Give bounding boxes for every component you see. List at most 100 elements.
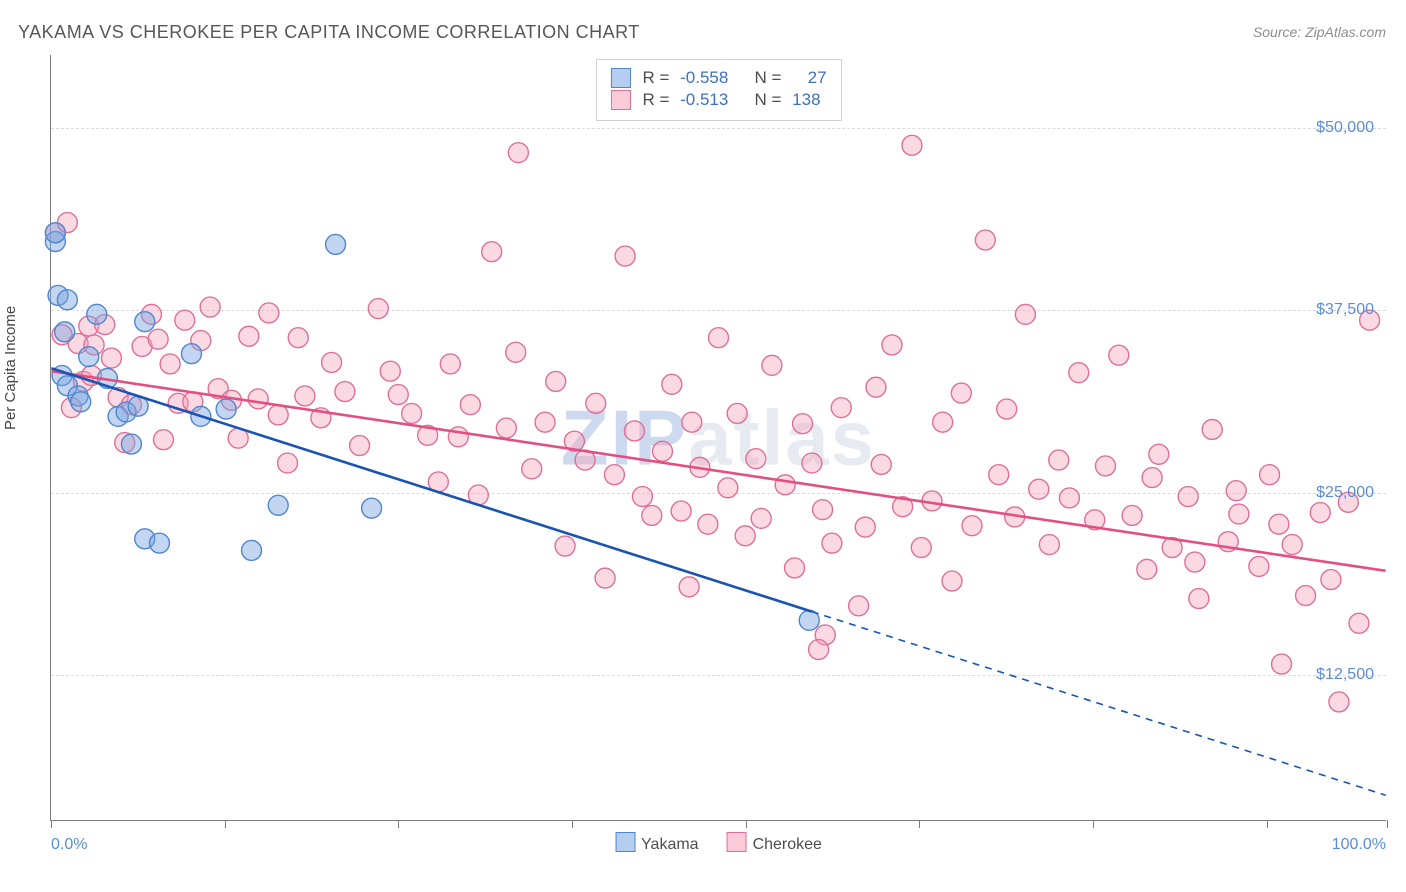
cherokee-point — [506, 342, 526, 362]
cherokee-point — [775, 475, 795, 495]
y-axis-label: Per Capita Income — [2, 306, 19, 430]
yakama-point — [71, 392, 91, 412]
cherokee-point — [727, 403, 747, 423]
r-value-cherokee: -0.513 — [680, 90, 728, 110]
yakama-point — [55, 322, 75, 342]
cherokee-point — [1249, 556, 1269, 576]
cherokee-point — [148, 329, 168, 349]
cherokee-point — [911, 538, 931, 558]
cherokee-point — [482, 242, 502, 262]
cherokee-point — [402, 403, 422, 423]
cherokee-point — [1296, 586, 1316, 606]
cherokee-point — [239, 326, 259, 346]
x-tick — [1267, 820, 1268, 828]
cherokee-point — [1185, 552, 1205, 572]
cherokee-point — [615, 246, 635, 266]
yakama-point — [57, 290, 77, 310]
legend-label-cherokee: Cherokee — [753, 836, 822, 853]
cherokee-point — [1321, 570, 1341, 590]
cherokee-point — [679, 577, 699, 597]
n-value-yakama: 27 — [808, 68, 827, 88]
cherokee-point — [822, 533, 842, 553]
n-value-cherokee: 138 — [792, 90, 820, 110]
cherokee-point — [632, 487, 652, 507]
cherokee-point — [248, 389, 268, 409]
plot-area: ZIPatlas R = -0.558 N = 27 R = -0.513 N … — [50, 55, 1386, 821]
chart-title: YAKAMA VS CHEROKEE PER CAPITA INCOME COR… — [18, 22, 640, 43]
legend-label-yakama: Yakama — [641, 836, 699, 853]
cherokee-point — [380, 361, 400, 381]
x-tick — [746, 820, 747, 828]
yakama-point — [181, 344, 201, 364]
plot-svg — [51, 55, 1386, 820]
cherokee-point — [1178, 487, 1198, 507]
yakama-point — [149, 533, 169, 553]
cherokee-point — [751, 508, 771, 528]
x-axis-min-label: 0.0% — [51, 836, 87, 854]
cherokee-point — [1226, 481, 1246, 501]
cherokee-point — [902, 135, 922, 155]
cherokee-point — [160, 354, 180, 374]
cherokee-point — [268, 405, 288, 425]
swatch-yakama-icon — [610, 68, 630, 88]
yakama-point — [79, 347, 99, 367]
cherokee-point — [1069, 363, 1089, 383]
cherokee-point — [295, 386, 315, 406]
cherokee-point — [942, 571, 962, 591]
r-prefix: R = — [642, 90, 674, 110]
cherokee-point — [555, 536, 575, 556]
yakama-point — [121, 434, 141, 454]
cherokee-point — [508, 143, 528, 163]
r-value-yakama: -0.558 — [680, 68, 728, 88]
cherokee-point — [762, 355, 782, 375]
trend-line-yakama — [51, 368, 812, 611]
cherokee-point — [1039, 535, 1059, 555]
cherokee-point — [1122, 505, 1142, 525]
cherokee-point — [1137, 559, 1157, 579]
cherokee-point — [855, 517, 875, 537]
cherokee-point — [350, 436, 370, 456]
cherokee-point — [831, 398, 851, 418]
cherokee-point — [1329, 692, 1349, 712]
cherokee-point — [1049, 450, 1069, 470]
cherokee-point — [153, 430, 173, 450]
correlation-legend: R = -0.558 N = 27 R = -0.513 N = 138 — [595, 59, 841, 121]
x-tick — [919, 820, 920, 828]
x-axis-max-label: 100.0% — [1332, 836, 1386, 854]
legend-row-cherokee: R = -0.513 N = 138 — [610, 90, 826, 110]
swatch-cherokee-icon — [727, 832, 747, 852]
x-tick — [1387, 820, 1388, 828]
cherokee-point — [1349, 613, 1369, 633]
cherokee-point — [595, 568, 615, 588]
cherokee-point — [1229, 504, 1249, 524]
cherokee-point — [368, 299, 388, 319]
cherokee-point — [288, 328, 308, 348]
cherokee-point — [809, 640, 829, 660]
cherokee-point — [1095, 456, 1115, 476]
cherokee-point — [709, 328, 729, 348]
cherokee-point — [259, 303, 279, 323]
yakama-point — [135, 312, 155, 332]
cherokee-point — [989, 465, 1009, 485]
cherokee-point — [322, 352, 342, 372]
legend-item-yakama: Yakama — [615, 832, 699, 854]
r-prefix: R = — [642, 68, 674, 88]
x-tick — [225, 820, 226, 828]
cherokee-point — [962, 516, 982, 536]
cherokee-point — [802, 453, 822, 473]
cherokee-point — [1109, 345, 1129, 365]
cherokee-point — [586, 393, 606, 413]
cherokee-point — [849, 596, 869, 616]
cherokee-point — [1149, 444, 1169, 464]
x-tick — [51, 820, 52, 828]
cherokee-point — [1059, 488, 1079, 508]
n-prefix: N = — [755, 68, 787, 88]
cherokee-point — [813, 500, 833, 520]
cherokee-point — [1310, 503, 1330, 523]
source-attribution: Source: ZipAtlas.com — [1253, 24, 1386, 40]
cherokee-point — [997, 399, 1017, 419]
cherokee-point — [642, 505, 662, 525]
yakama-point — [268, 495, 288, 515]
cherokee-point — [1202, 419, 1222, 439]
cherokee-point — [951, 383, 971, 403]
